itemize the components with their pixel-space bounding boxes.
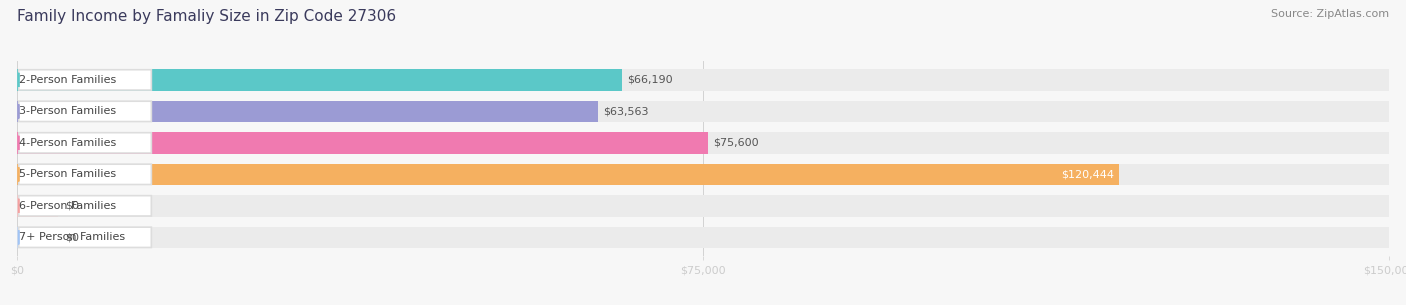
Bar: [17, 195, 58, 217]
Bar: [17, 101, 599, 122]
Bar: [17, 101, 1389, 122]
FancyBboxPatch shape: [18, 227, 152, 247]
Bar: [17, 69, 1389, 91]
Text: $66,190: $66,190: [627, 75, 672, 85]
FancyBboxPatch shape: [18, 70, 152, 90]
Text: 5-Person Families: 5-Person Families: [18, 169, 115, 179]
Text: $0: $0: [65, 201, 79, 211]
Text: 7+ Person Families: 7+ Person Families: [18, 232, 125, 242]
Text: 2-Person Families: 2-Person Families: [18, 75, 115, 85]
Bar: [17, 195, 1389, 217]
FancyBboxPatch shape: [18, 101, 152, 122]
Text: 3-Person Families: 3-Person Families: [18, 106, 115, 117]
Bar: [17, 132, 709, 153]
Bar: [17, 132, 1389, 153]
Bar: [17, 69, 623, 91]
FancyBboxPatch shape: [18, 133, 152, 153]
Bar: [17, 164, 1389, 185]
Text: $75,600: $75,600: [713, 138, 759, 148]
Bar: [17, 227, 58, 248]
Text: 4-Person Families: 4-Person Families: [18, 138, 115, 148]
Bar: [17, 164, 1119, 185]
Text: $0: $0: [65, 232, 79, 242]
FancyBboxPatch shape: [18, 164, 152, 185]
Text: 6-Person Families: 6-Person Families: [18, 201, 115, 211]
Bar: [17, 227, 1389, 248]
Text: $120,444: $120,444: [1062, 169, 1114, 179]
Text: Source: ZipAtlas.com: Source: ZipAtlas.com: [1271, 9, 1389, 19]
Text: Family Income by Famaliy Size in Zip Code 27306: Family Income by Famaliy Size in Zip Cod…: [17, 9, 396, 24]
Text: $63,563: $63,563: [603, 106, 648, 117]
FancyBboxPatch shape: [18, 196, 152, 216]
